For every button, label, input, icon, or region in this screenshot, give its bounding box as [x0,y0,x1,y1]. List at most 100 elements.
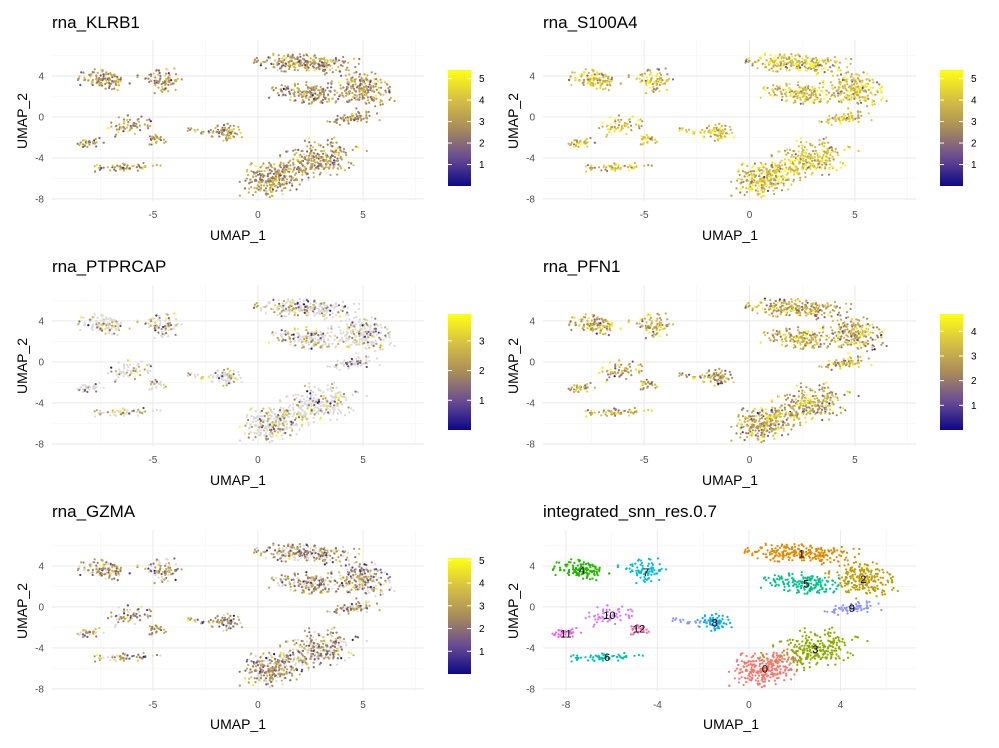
cell-point [283,70,286,73]
cell-point [831,74,835,77]
cell-point [771,166,774,169]
cell-point [264,187,268,190]
cell-point [362,362,365,365]
cell-point [370,71,373,74]
cell-point [581,82,584,85]
cell-point [350,98,353,101]
cell-point [332,304,335,307]
cell-point [309,93,313,96]
cell-point [643,164,646,167]
cell-point [744,171,747,174]
cell-point [855,73,858,76]
cell-point [298,93,302,96]
cell-point [306,309,309,312]
cell-point [809,164,812,168]
cell-point [303,411,306,414]
cell-point [344,305,347,308]
cell-point [303,166,306,169]
cell-point [287,167,290,170]
cell-point [283,417,286,420]
cell-point [307,69,310,72]
cell-point [320,306,323,309]
cell-point [831,167,835,170]
cell-point [350,332,353,335]
cell-point [783,53,786,56]
cell-point [379,346,382,349]
cell-point [139,129,142,132]
cell-point [294,172,298,175]
cell-point [255,187,258,190]
cell-point [307,341,310,344]
cell-point [777,64,780,67]
cell-point [813,64,816,67]
cell-point [794,54,797,57]
cell-point [845,93,848,97]
cell-point [94,170,97,173]
cell-point [799,137,803,140]
cell-point [608,78,611,81]
cell-point [370,316,373,319]
cell-point [713,133,717,136]
cell-point [368,101,371,104]
cell-point [151,164,154,167]
cell-point [165,80,168,83]
cell-point [792,149,795,153]
cell-point [138,369,141,372]
cell-point [222,129,226,132]
cell-point [709,135,712,138]
cell-point [315,156,318,160]
cell-point [237,125,240,128]
y-tick-label: -8 [526,194,535,205]
cell-point [337,311,340,314]
cell-point [776,62,779,65]
cell-point [826,147,829,150]
cell-point [105,316,108,319]
cell-point [847,113,850,116]
cell-point [815,61,818,64]
cell-point [294,303,297,306]
cell-point [335,121,338,124]
cell-point [342,300,345,304]
cell-point [337,97,340,101]
cell-point [313,69,316,72]
cell-point [851,116,854,119]
cell-point [149,73,152,76]
cell-point [284,94,287,97]
cell-point [872,81,875,84]
cell-point [300,394,303,398]
cell-point [310,62,314,65]
cell-point [238,425,241,428]
cell-point [330,331,333,334]
cell-point [635,77,639,80]
cell-point [329,157,332,160]
cell-point [823,97,826,100]
cell-point [586,76,589,79]
cell-point [330,82,333,85]
cell-point [265,182,268,185]
cell-point [355,358,358,361]
cell-point [330,327,333,330]
cell-point [844,87,847,90]
cell-point [299,414,302,417]
cell-point [338,146,341,149]
cell-point [819,98,822,101]
cell-point [375,88,378,91]
cell-point [619,129,623,132]
cell-point [306,390,309,393]
cell-point [228,135,231,138]
cell-point [309,63,312,66]
cell-point [88,143,91,146]
cell-point [845,71,848,74]
cell-point [325,309,328,312]
cell-point [367,344,370,347]
cell-point [785,166,788,169]
cell-point [313,152,316,155]
cell-point [312,421,315,424]
cell-point [311,94,314,97]
cell-point [104,332,107,335]
cell-point [317,334,320,337]
cell-point [825,163,828,166]
cell-point [144,410,147,413]
cell-point [384,91,388,94]
cell-point [820,64,824,67]
